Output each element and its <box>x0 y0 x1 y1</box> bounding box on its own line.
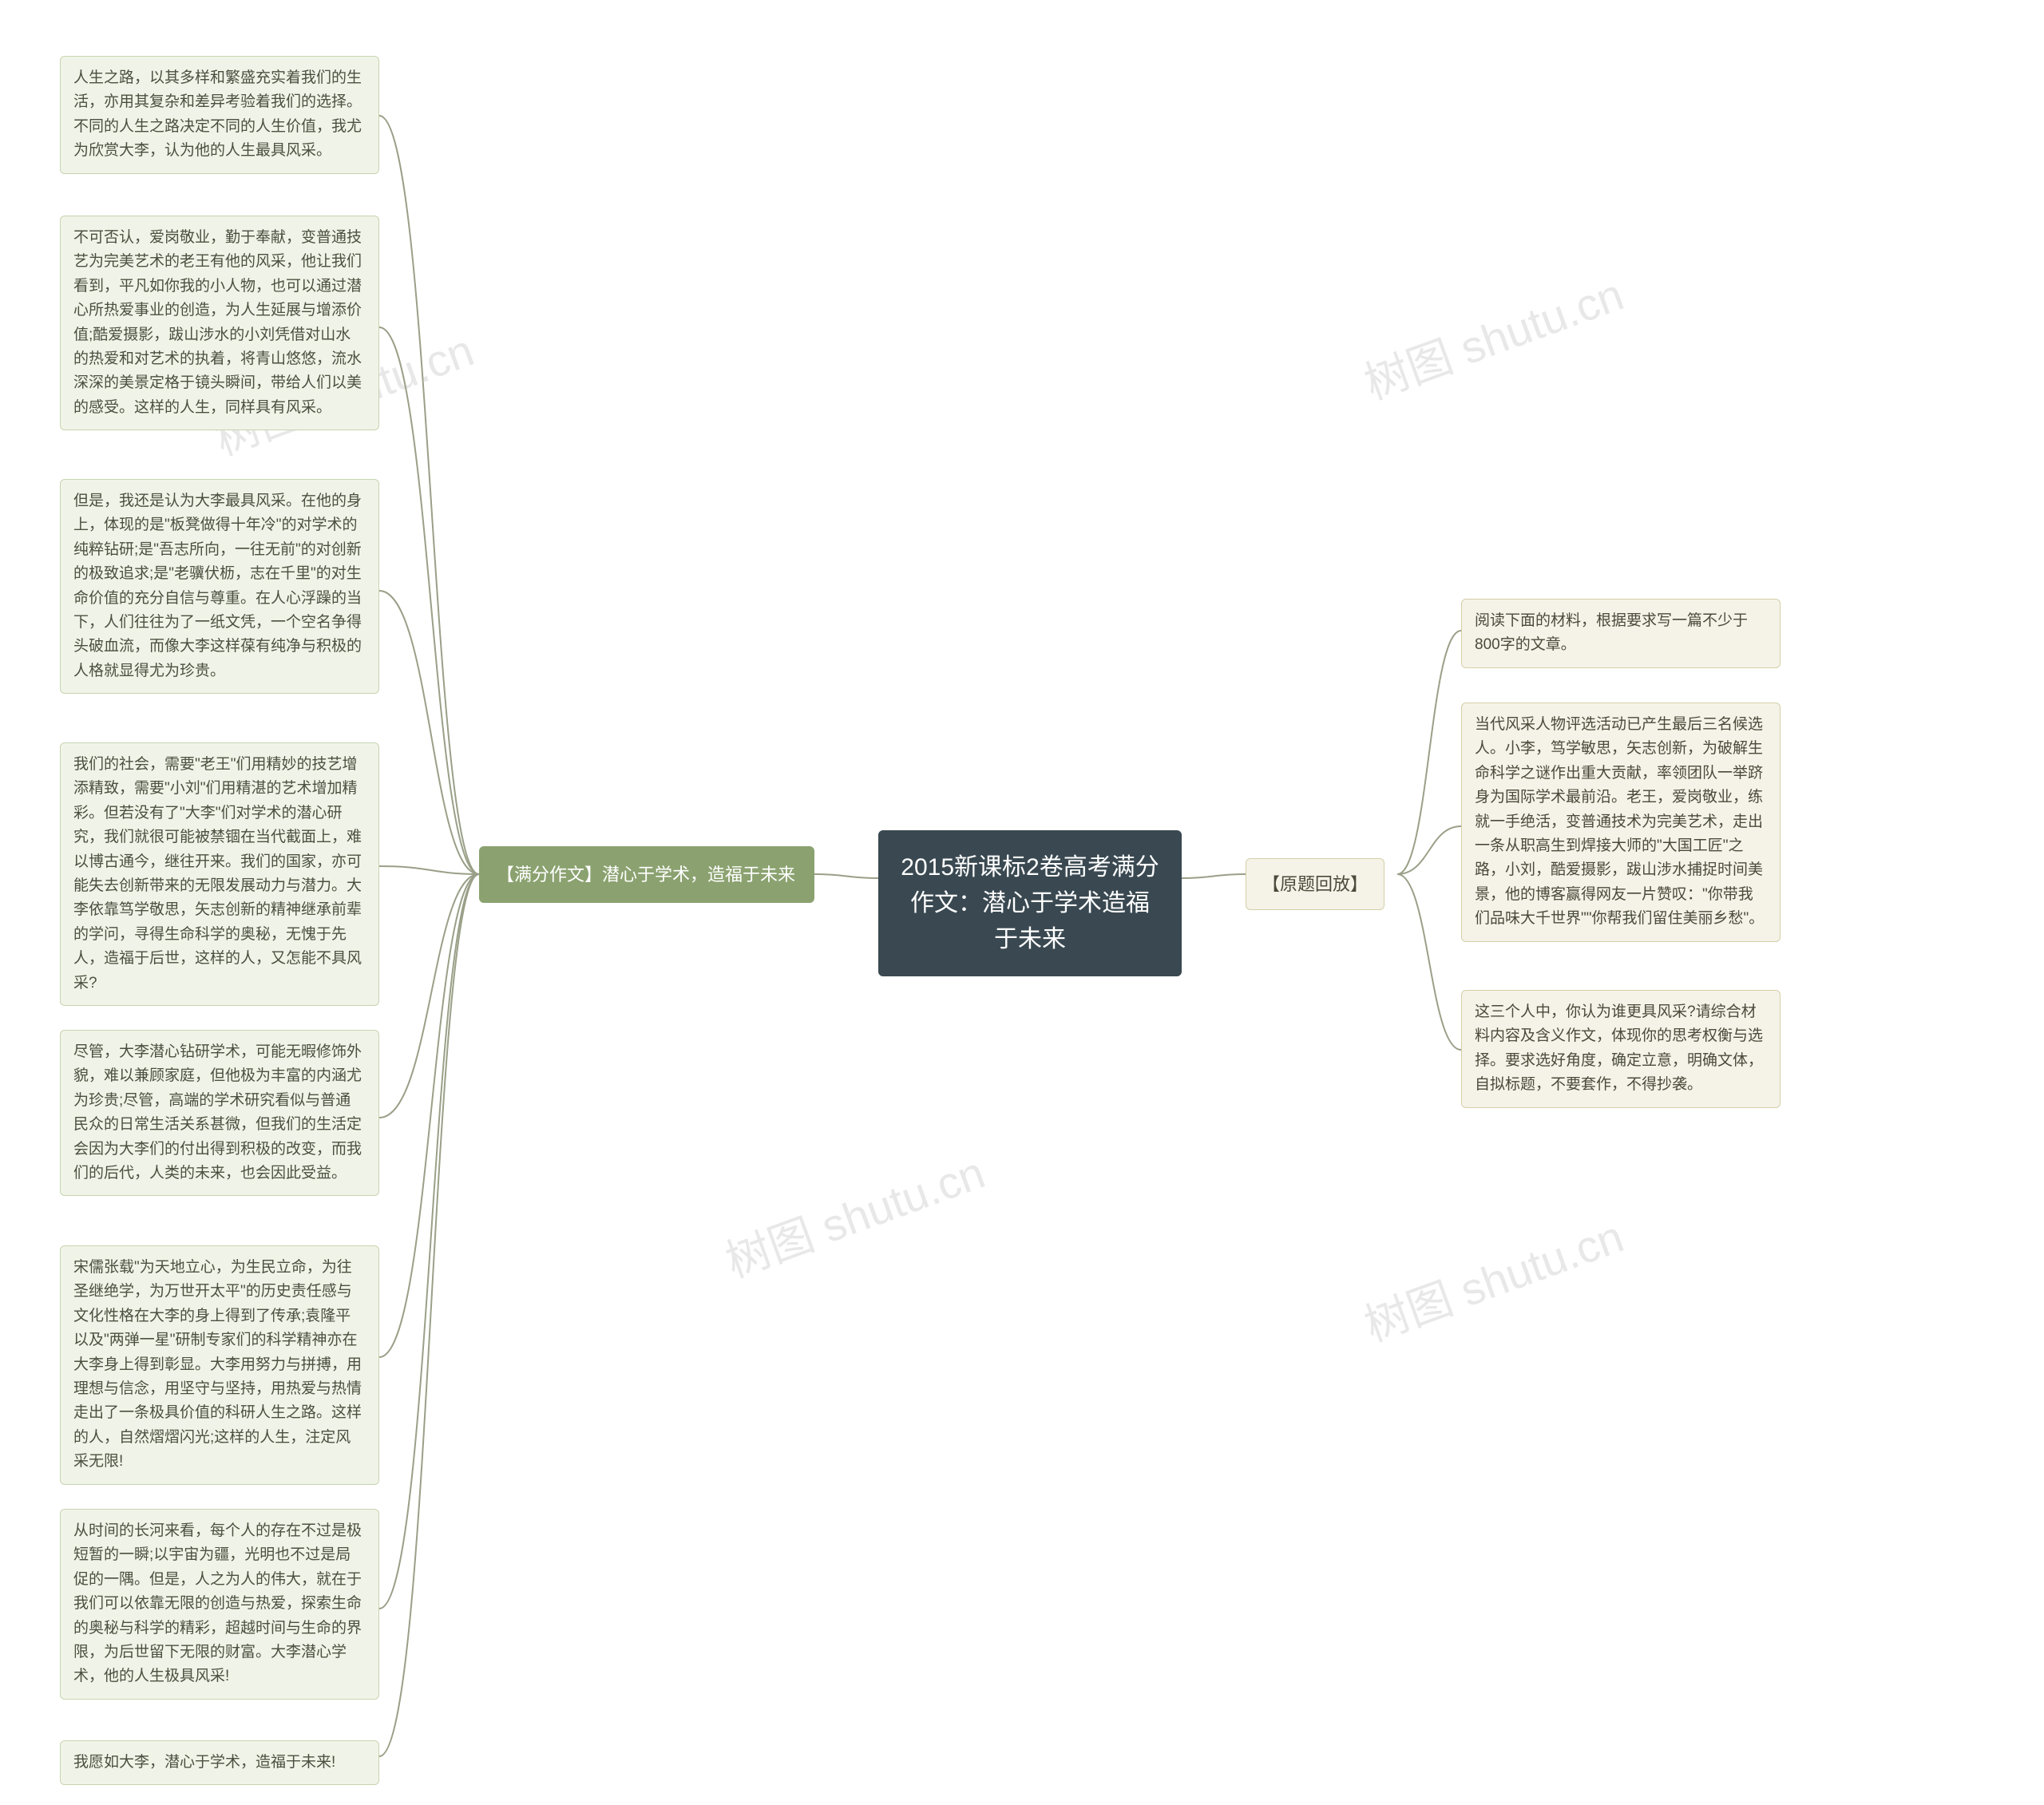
watermark: 树图 shutu.cn <box>1354 259 1631 412</box>
right-leaf[interactable]: 当代风采人物评选活动已产生最后三名候选人。小李，笃学敏思，矢志创新，为破解生命科… <box>1461 703 1781 942</box>
left-branch[interactable]: 【满分作文】潜心于学术，造福于未来 <box>479 846 814 903</box>
left-leaf[interactable]: 我愿如大李，潜心于学术，造福于未来! <box>60 1740 379 1785</box>
left-leaf[interactable]: 宋儒张载"为天地立心，为生民立命，为往圣继绝学，为万世开太平"的历史责任感与文化… <box>60 1245 379 1485</box>
right-branch[interactable]: 【原题回放】 <box>1246 858 1384 910</box>
left-leaf[interactable]: 但是，我还是认为大李最具风采。在他的身上，体现的是"板凳做得十年冷"的对学术的纯… <box>60 479 379 694</box>
left-leaf[interactable]: 我们的社会，需要"老王"们用精妙的技艺增添精致，需要"小刘"们用精湛的艺术增加精… <box>60 742 379 1006</box>
watermark: 树图 shutu.cn <box>1354 1201 1631 1354</box>
left-leaf[interactable]: 人生之路，以其多样和繁盛充实着我们的生活，亦用其复杂和差异考验着我们的选择。不同… <box>60 56 379 174</box>
watermark: 树图 shutu.cn <box>715 1137 992 1290</box>
left-leaf[interactable]: 尽管，大李潜心钻研学术，可能无暇修饰外貌，难以兼顾家庭，但他极为丰富的内涵尤为珍… <box>60 1030 379 1196</box>
left-leaf[interactable]: 不可否认，爱岗敬业，勤于奉献，变普通技艺为完美艺术的老王有他的风采，他让我们看到… <box>60 216 379 430</box>
left-leaf[interactable]: 从时间的长河来看，每个人的存在不过是极短暂的一瞬;以宇宙为疆，光明也不过是局促的… <box>60 1509 379 1700</box>
right-leaf[interactable]: 这三个人中，你认为谁更具风采?请综合材料内容及含义作文，体现你的思考权衡与选择。… <box>1461 990 1781 1108</box>
central-topic[interactable]: 2015新课标2卷高考满分作文：潜心于学术造福于未来 <box>878 830 1182 976</box>
right-leaf[interactable]: 阅读下面的材料，根据要求写一篇不少于800字的文章。 <box>1461 599 1781 668</box>
